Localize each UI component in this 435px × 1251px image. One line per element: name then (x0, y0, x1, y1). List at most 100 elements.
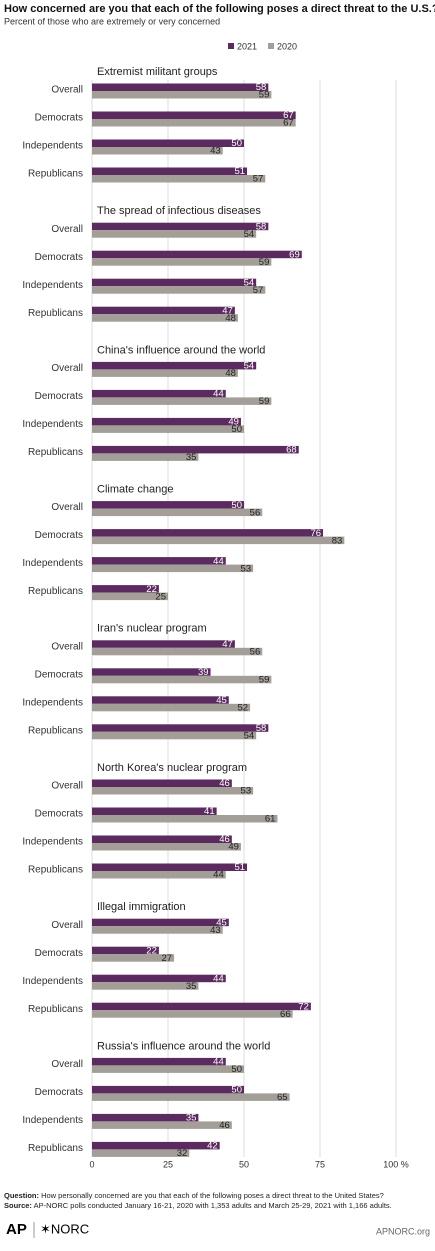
bar (92, 306, 235, 315)
value-label: 46 (219, 778, 230, 789)
row-label: Republicans (28, 1004, 83, 1015)
row-label: Independents (22, 141, 83, 152)
value-label: 35 (186, 981, 197, 992)
bar (92, 668, 211, 676)
panel-title: North Korea's nuclear program (97, 762, 247, 774)
bar (92, 389, 226, 398)
bar (92, 529, 324, 537)
panel-title: Climate change (97, 484, 173, 496)
row-label: Republicans (28, 1143, 83, 1154)
value-label: 54 (244, 277, 255, 288)
row-label: Democrats (35, 252, 83, 263)
bar (92, 1010, 293, 1018)
bar (92, 982, 199, 990)
bar (92, 1085, 244, 1094)
row-label: Republicans (28, 865, 83, 876)
value-label: 46 (219, 1120, 230, 1131)
value-label: 54 (244, 229, 255, 240)
value-label: 69 (289, 249, 300, 260)
bar (92, 592, 168, 601)
source: Source: AP-NORC polls conducted January … (4, 1201, 392, 1210)
value-label: 44 (213, 973, 224, 984)
row-label: Republicans (28, 169, 83, 180)
x-tick-label: 75 (315, 1159, 325, 1169)
row-label: Republicans (28, 725, 83, 736)
value-label: 50 (231, 1064, 242, 1075)
bar (92, 1149, 190, 1157)
bar (92, 974, 226, 983)
value-label: 49 (228, 842, 239, 853)
bar (92, 1113, 199, 1122)
source-text: AP-NORC polls conducted January 16-21, 2… (34, 1201, 392, 1210)
value-label: 65 (277, 1092, 288, 1103)
value-label: 67 (283, 110, 294, 121)
value-label: 53 (241, 786, 252, 797)
row-label: Independents (22, 697, 83, 708)
value-label: 83 (332, 535, 343, 546)
row-label: Overall (51, 224, 83, 235)
value-label: 68 (286, 445, 297, 456)
legend-label: 2021 (237, 41, 257, 51)
bar (92, 501, 244, 509)
bar (92, 585, 159, 593)
question-text: How personally concerned are you that ea… (41, 1191, 384, 1200)
legend-swatch (268, 43, 274, 49)
x-tick-label: 0 (89, 1159, 94, 1169)
bar (92, 139, 244, 147)
x-tick-label: 50 (239, 1159, 249, 1169)
value-label: 35 (186, 452, 197, 463)
bar (92, 871, 226, 879)
value-label: 51 (234, 166, 245, 177)
bar (92, 1065, 244, 1073)
bar (92, 369, 238, 377)
bar (92, 564, 254, 573)
bar (92, 417, 241, 426)
bar (92, 1057, 226, 1066)
row-label: Independents (22, 976, 83, 987)
value-label: 58 (256, 723, 267, 734)
row-label: Republicans (28, 586, 83, 597)
value-label: 66 (280, 1009, 291, 1020)
bar (92, 1141, 220, 1150)
bar (92, 111, 296, 119)
site: APNORC.org (376, 1226, 430, 1236)
bar (92, 286, 266, 294)
bar (92, 222, 269, 231)
bar (92, 1121, 232, 1129)
value-label: 44 (213, 389, 224, 400)
value-label: 50 (231, 138, 242, 149)
value-label: 58 (256, 221, 267, 232)
bar (92, 230, 257, 238)
value-label: 44 (213, 1057, 224, 1068)
value-label: 72 (298, 1001, 309, 1012)
bar (92, 647, 263, 656)
bar (92, 843, 241, 851)
bar (92, 724, 269, 732)
bar (92, 445, 299, 454)
bar (92, 779, 232, 787)
x-tick-label: 100 % (383, 1159, 409, 1169)
bar (92, 314, 238, 322)
value-label: 48 (225, 313, 236, 324)
panel-title: Iran's nuclear program (97, 623, 207, 635)
row-label: Republicans (28, 308, 83, 319)
value-label: 76 (310, 528, 321, 539)
value-label: 45 (216, 695, 227, 706)
bar (92, 453, 199, 461)
value-label: 53 (241, 563, 252, 574)
x-tick-label: 25 (163, 1159, 173, 1169)
panel-title: China's influence around the world (97, 344, 265, 356)
row-label: Overall (51, 1059, 83, 1070)
row-label: Democrats (35, 669, 83, 680)
bar (92, 946, 159, 955)
row-label: Democrats (35, 1087, 83, 1098)
value-label: 51 (234, 862, 245, 873)
bar (92, 703, 251, 712)
value-label: 41 (204, 806, 215, 817)
row-label: Overall (51, 363, 83, 374)
row-label: Independents (22, 1115, 83, 1126)
chart-title: How concerned are you that each of the f… (4, 3, 435, 15)
row-label: Independents (22, 837, 83, 848)
value-label: 44 (213, 556, 224, 567)
